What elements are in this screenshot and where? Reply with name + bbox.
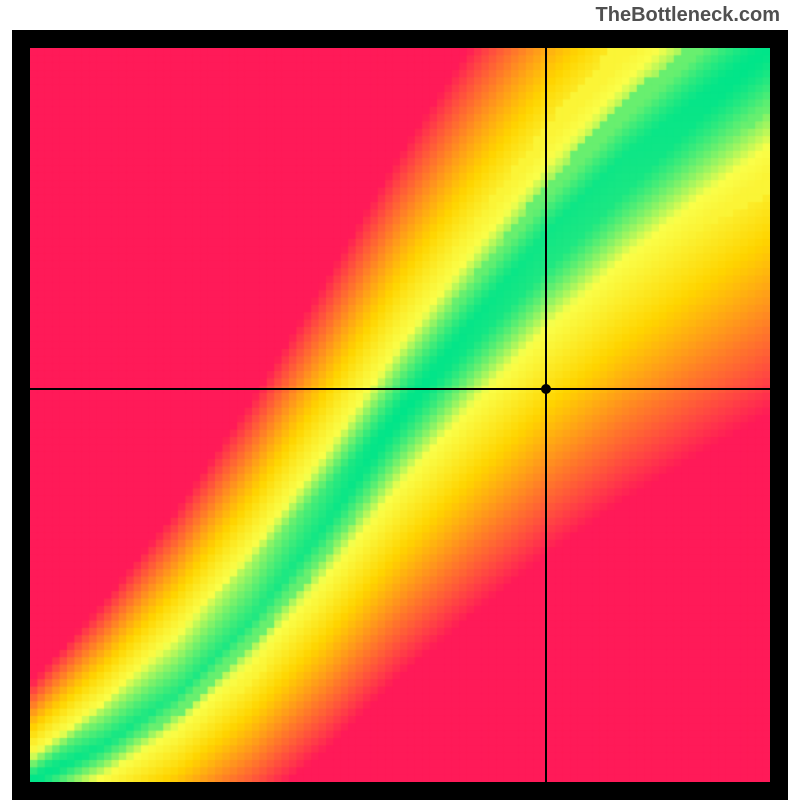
- crosshair-horizontal: [30, 388, 770, 390]
- crosshair-marker: [541, 384, 551, 394]
- chart-frame-bottom: [12, 782, 788, 800]
- chart-frame-top: [12, 30, 788, 48]
- chart-frame-left: [12, 30, 30, 800]
- watermark-text: TheBottleneck.com: [596, 4, 780, 27]
- crosshair-vertical: [545, 48, 547, 782]
- bottleneck-heatmap: [30, 48, 770, 782]
- chart-frame-right: [770, 30, 788, 800]
